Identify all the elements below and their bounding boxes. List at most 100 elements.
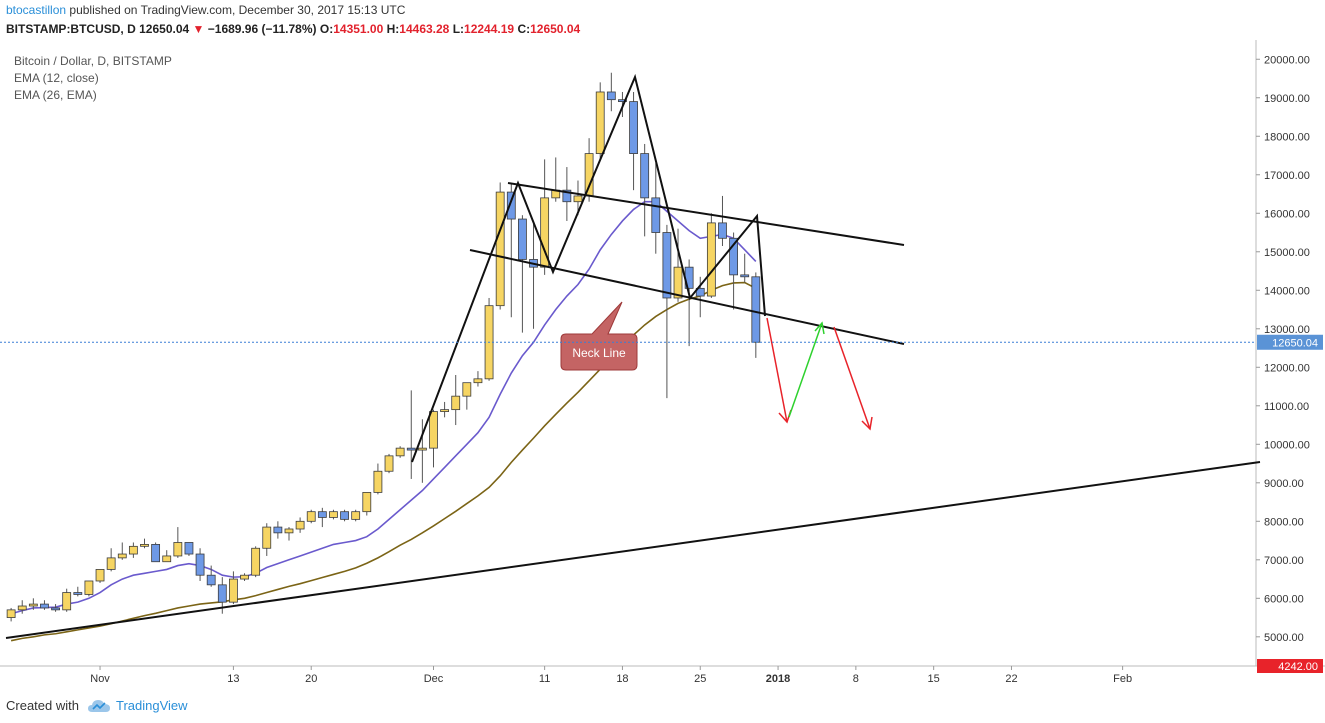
close-value: 12650.04 [530, 22, 581, 36]
candle-down [273, 526, 283, 534]
candle-up [95, 569, 105, 582]
legend-ema-26: EMA (26, EMA) [14, 88, 97, 102]
long-term-trendline[interactable] [5, 461, 1261, 639]
brand-name: TradingView [115, 698, 188, 713]
low-price-tag-label: 4242.00 [1278, 661, 1318, 673]
publish-info: published on TradingView.com, December 3… [69, 3, 406, 17]
x-tick-label: 8 [853, 673, 859, 685]
y-tick-label: 20000.00 [1264, 54, 1310, 66]
candle-up [162, 555, 172, 563]
price-chart[interactable]: 5000.00 6000.00 7000.00 8000.00 9000.00 10000… [0, 40, 1325, 690]
ohlc-bar: BITSTAMP:BTCUSD, D 12650.04 ▼ −1689.96 (… [6, 22, 580, 36]
neck-line-callout[interactable] [560, 301, 638, 371]
last-price: 12650.04 [139, 22, 190, 36]
y-tick-label: 11000.00 [1264, 401, 1309, 413]
y-tick-label: 5000.00 [1264, 632, 1304, 644]
candle-up [329, 511, 338, 518]
candle-up [140, 544, 149, 547]
channel-upper-line[interactable] [507, 182, 905, 246]
candle-up [417, 447, 427, 451]
candle-up [17, 605, 27, 611]
candle-down [51, 607, 60, 611]
candle-up [584, 153, 594, 197]
candle-up [495, 191, 505, 307]
candle-up [451, 395, 461, 411]
author-link[interactable]: btocastillon [6, 3, 67, 17]
candle-down [217, 584, 227, 603]
y-tick-label: 10000.00 [1264, 439, 1310, 451]
x-tick-label: 2018 [766, 673, 790, 685]
time-axis[interactable]: Nov 13 20 Dec 11 18 25 2018 8 15 22 Feb [90, 666, 1132, 685]
candle-down [662, 232, 672, 299]
candle-up [251, 547, 261, 576]
y-tick-label: 18000.00 [1264, 131, 1310, 143]
candle-up [173, 542, 183, 557]
up-arrow-head-icon [814, 321, 825, 335]
candle-up [440, 409, 450, 412]
candle-down [195, 553, 205, 576]
down-arrow-1[interactable] [766, 317, 788, 423]
candle-down [40, 603, 49, 609]
high-label: H: [386, 22, 400, 36]
chart-legend: Bitcoin / Dollar, D, BITSTAMP EMA (12, c… [14, 53, 172, 104]
down-arrow-2-head-icon [861, 416, 873, 431]
candle-up [117, 553, 127, 559]
low-price-tag [1257, 659, 1323, 673]
candle-up [595, 91, 605, 154]
close-label: C: [517, 22, 531, 36]
candle-down [506, 191, 516, 220]
legend-title: Bitcoin / Dollar, D, BITSTAMP [14, 54, 172, 68]
candle-up [284, 528, 294, 534]
y-tick-label: 9000.00 [1264, 478, 1304, 490]
price-axis[interactable]: 5000.00 6000.00 7000.00 8000.00 9000.00 10000… [1256, 54, 1310, 644]
x-tick-label: Nov [90, 673, 110, 685]
y-tick-label: 19000.00 [1264, 93, 1310, 105]
x-tick-label: 13 [227, 673, 239, 685]
candle-down [729, 237, 738, 276]
ema-12-layer [10, 200, 757, 615]
x-tick-label: 22 [1005, 673, 1017, 685]
neckline[interactable] [469, 249, 905, 345]
up-arrow[interactable] [788, 322, 823, 418]
symbol-label: BITSTAMP:BTCUSD, D [6, 22, 136, 36]
low-label: L: [452, 22, 465, 36]
last-price-tag-label: 12650.04 [1272, 337, 1318, 349]
candle-down [740, 274, 750, 278]
head-and-shoulders-pattern[interactable] [411, 73, 766, 463]
y-tick-label: 14000.00 [1264, 285, 1310, 297]
y-tick-label: 12000.00 [1264, 362, 1310, 374]
last-price-tag [1257, 334, 1323, 350]
x-tick-label: 18 [616, 673, 628, 685]
down-arrow-2[interactable] [833, 326, 871, 430]
x-tick-label: 15 [928, 673, 940, 685]
high-value: 14463.28 [399, 22, 450, 36]
drawings[interactable]: Neck Line [5, 73, 1261, 639]
low-value: 12244.19 [464, 22, 515, 36]
tradingview-brand[interactable]: TradingView [87, 698, 188, 713]
change-arrow-icon: ▼ [192, 22, 205, 36]
candle-up [351, 511, 361, 520]
y-tick-label: 8000.00 [1264, 516, 1304, 528]
x-tick-label: 25 [694, 673, 706, 685]
candle-up [28, 603, 38, 607]
candle-up [462, 382, 472, 397]
candle-up [6, 609, 16, 618]
neck-line-label: Neck Line [572, 346, 626, 360]
candle-up [229, 578, 238, 603]
y-tick-label: 7000.00 [1264, 555, 1304, 567]
candle-up [573, 195, 583, 203]
candle-up [295, 520, 305, 530]
candle-down [718, 222, 727, 239]
cloud-logo-icon [87, 699, 110, 712]
candle-down [518, 218, 527, 260]
candle-up [362, 492, 372, 513]
candle-down [695, 287, 705, 297]
candle-up [240, 574, 249, 580]
created-with-label: Created with [6, 698, 79, 713]
change-value: −1689.96 (−11.78%) [207, 22, 317, 36]
candle-up [384, 455, 394, 472]
candle-up [128, 545, 138, 555]
x-tick-label: 20 [305, 673, 317, 685]
candle-down [317, 511, 327, 518]
open-label: O: [319, 22, 334, 36]
